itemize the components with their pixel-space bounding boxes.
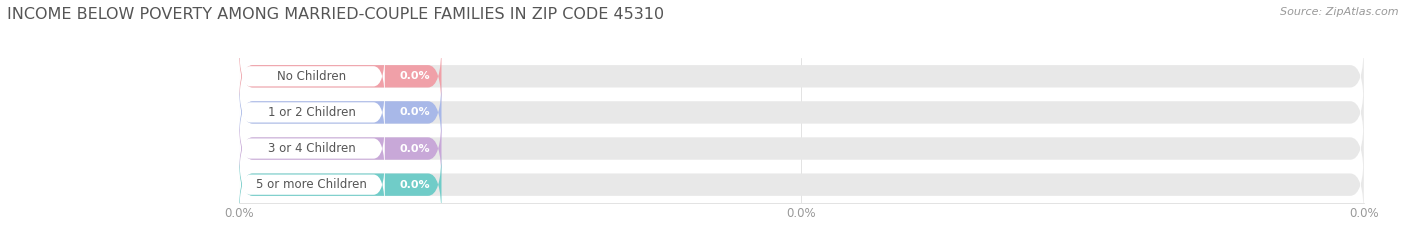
FancyBboxPatch shape bbox=[239, 116, 441, 181]
FancyBboxPatch shape bbox=[239, 44, 1364, 108]
FancyBboxPatch shape bbox=[239, 153, 441, 217]
FancyBboxPatch shape bbox=[239, 123, 385, 175]
Text: 0.0%: 0.0% bbox=[399, 107, 430, 117]
FancyBboxPatch shape bbox=[239, 80, 441, 144]
FancyBboxPatch shape bbox=[239, 80, 1364, 144]
Text: No Children: No Children bbox=[277, 70, 346, 83]
Text: 3 or 4 Children: 3 or 4 Children bbox=[269, 142, 356, 155]
Text: 1 or 2 Children: 1 or 2 Children bbox=[269, 106, 356, 119]
FancyBboxPatch shape bbox=[239, 116, 1364, 181]
Text: 5 or more Children: 5 or more Children bbox=[256, 178, 367, 191]
FancyBboxPatch shape bbox=[239, 50, 385, 102]
Text: 0.0%: 0.0% bbox=[399, 71, 430, 81]
Text: 0.0%: 0.0% bbox=[399, 144, 430, 154]
Text: INCOME BELOW POVERTY AMONG MARRIED-COUPLE FAMILIES IN ZIP CODE 45310: INCOME BELOW POVERTY AMONG MARRIED-COUPL… bbox=[7, 7, 664, 22]
FancyBboxPatch shape bbox=[239, 153, 1364, 217]
FancyBboxPatch shape bbox=[239, 86, 385, 138]
FancyBboxPatch shape bbox=[239, 44, 441, 108]
FancyBboxPatch shape bbox=[239, 159, 385, 211]
Text: 0.0%: 0.0% bbox=[399, 180, 430, 190]
Text: Source: ZipAtlas.com: Source: ZipAtlas.com bbox=[1281, 7, 1399, 17]
